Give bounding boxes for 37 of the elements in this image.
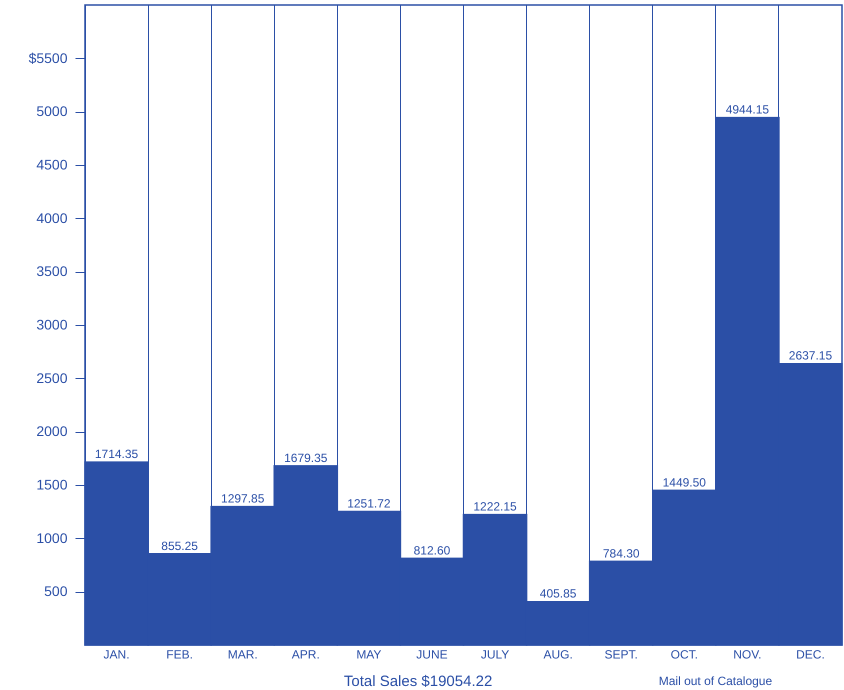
x-tick-label: MAR.: [228, 648, 258, 662]
data-label: 1297.85: [221, 492, 265, 506]
y-tick-label: 4000: [36, 210, 68, 226]
y-tick-label: 2500: [36, 370, 68, 386]
data-label: 812.60: [414, 543, 451, 558]
data-label: 405.85: [540, 586, 577, 601]
x-tick-label: AUG.: [543, 648, 573, 662]
text: Mail out of Catalogue: [658, 674, 772, 688]
y-tick-label: 5000: [36, 103, 68, 120]
data-label: 2637.15: [788, 348, 832, 363]
x-tick-label: JAN.: [104, 648, 130, 662]
x-tick-label: JULY: [480, 648, 510, 662]
x-tick-label: FEB.: [166, 648, 193, 662]
y-tick-label: 3000: [36, 316, 68, 332]
data-label: 1222.15: [473, 500, 518, 514]
x-tick-label: APR.: [292, 648, 320, 662]
y-tick-label: 2000: [36, 423, 68, 440]
x-tick-label: JUNE: [416, 648, 448, 662]
x-tick-label: OCT.: [670, 648, 698, 662]
text: Total Sales $19054.22: [344, 673, 492, 690]
data-label: 784.30: [602, 546, 640, 560]
data-label: 855.25: [161, 538, 198, 553]
data-label: 1714.35: [94, 447, 139, 462]
data-label: 1251.72: [347, 496, 391, 510]
y-tick-label: 4500: [36, 156, 68, 172]
data-label: 1679.35: [284, 450, 328, 465]
x-tick-label: DEC.: [796, 648, 825, 662]
x-tick-label: MAY: [356, 648, 382, 662]
y-tick-label: 500: [44, 583, 68, 600]
data-label: 4944.15: [726, 102, 770, 117]
y-tick-label: 1000: [36, 530, 68, 546]
x-tick-label: NOV.: [733, 648, 762, 662]
y-tick-label: $5500: [28, 50, 68, 66]
y-tick-label: 3500: [36, 263, 68, 280]
x-tick-label: SEPT.: [604, 648, 638, 662]
data-label: 1449.50: [662, 475, 706, 490]
y-tick-label: 1500: [36, 476, 68, 492]
